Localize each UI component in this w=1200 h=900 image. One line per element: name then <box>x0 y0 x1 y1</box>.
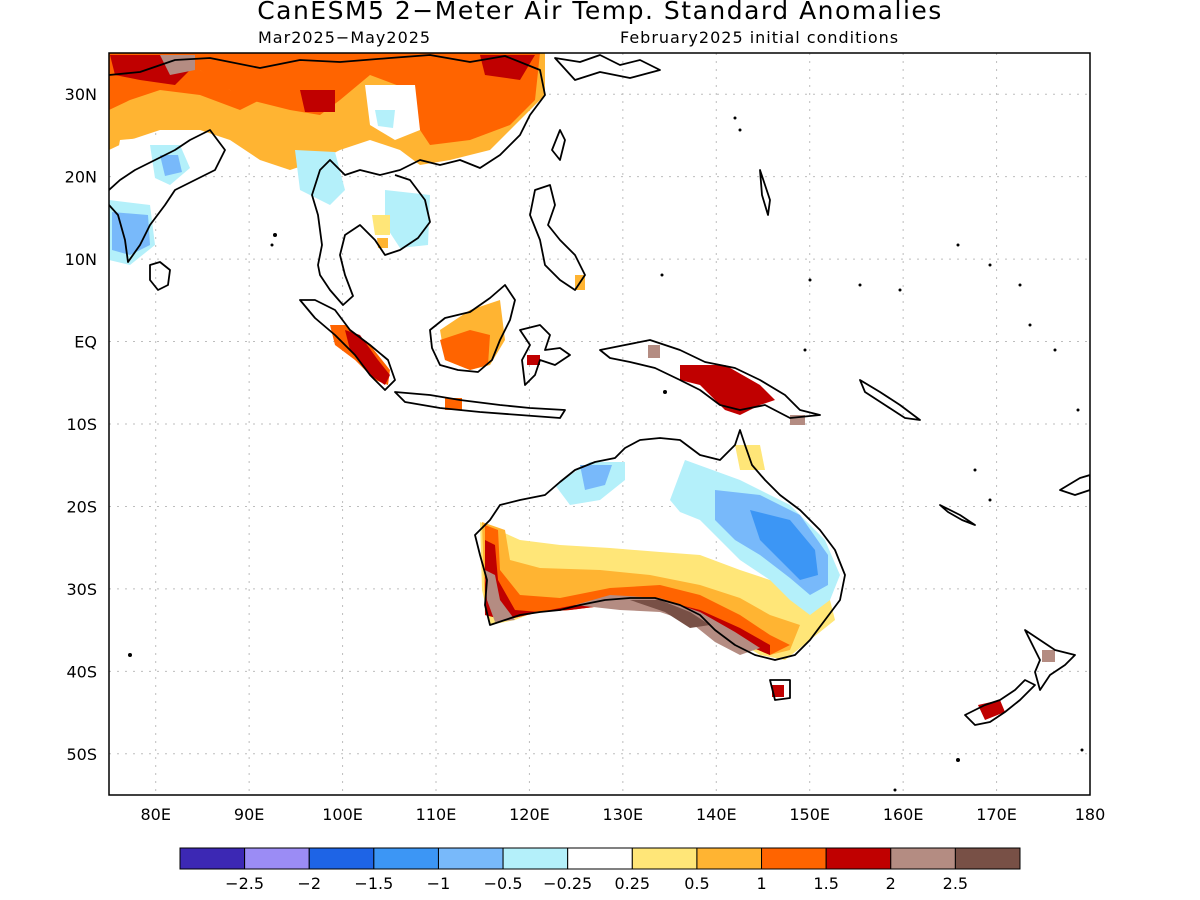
anomaly-shading <box>109 53 1055 720</box>
colorbar-tick-label: 0.5 <box>684 874 709 893</box>
colorbar-swatch <box>308 847 375 870</box>
colorbar <box>179 847 1021 870</box>
lon-tick-label: 150E <box>789 805 830 824</box>
colorbar-tick-label: 2.5 <box>943 874 968 893</box>
colorbar-tick-label: −0.25 <box>543 874 592 893</box>
longitude-labels: 80E 90E 100E 110E 120E 130E 140E 150E 160E 170E 18… <box>140 805 1105 824</box>
colorbar-swatch <box>890 847 956 870</box>
initial-conditions: February2025 initial conditions <box>620 28 900 47</box>
lat-tick-label: 50S <box>66 745 97 764</box>
lat-tick-label: 30N <box>65 85 97 104</box>
lat-tick-label: 20N <box>65 168 97 187</box>
colorbar-tick-label: 2 <box>886 874 896 893</box>
latitude-labels: 30N 20N 10N EQ 10S 20S 30S 40S 50S <box>65 85 97 764</box>
lat-tick-label: 40S <box>66 662 97 681</box>
colorbar-tick-label: −1.5 <box>354 874 393 893</box>
colorbar-swatch <box>179 847 246 870</box>
colorbar-tick-label: 1.5 <box>813 874 838 893</box>
small-islands <box>128 116 1084 792</box>
forecast-period: Mar2025−May2025 <box>258 28 432 47</box>
colorbar-labels: −2.5 −2 −1.5 −1 −0.5 −0.25 0.25 0.5 1 1.5 2 2.5 <box>225 874 968 893</box>
coastlines <box>109 54 1090 726</box>
plot-frame <box>108 52 1091 796</box>
lon-tick-label: 80E <box>140 805 170 824</box>
lat-tick-label: 10S <box>66 415 97 434</box>
colorbar-swatch <box>954 847 1021 870</box>
colorbar-tick-label: −1 <box>427 874 451 893</box>
lon-tick-label: 130E <box>603 805 644 824</box>
colorbar-swatch <box>761 847 827 870</box>
graticule <box>109 53 1090 795</box>
lat-tick-label: 30S <box>66 580 97 599</box>
lon-tick-label: 140E <box>696 805 737 824</box>
colorbar-swatch <box>502 847 569 870</box>
lon-tick-label: 170E <box>976 805 1017 824</box>
colorbar-swatch <box>244 847 310 870</box>
colorbar-swatch <box>631 847 698 870</box>
colorbar-swatch <box>437 847 504 870</box>
colorbar-tick-label: −2 <box>297 874 321 893</box>
lon-tick-label: 110E <box>416 805 457 824</box>
colorbar-swatch <box>825 847 892 870</box>
lat-tick-label: EQ <box>74 333 97 352</box>
colorbar-swatch <box>696 847 763 870</box>
colorbar-tick-label: −2.5 <box>225 874 264 893</box>
colorbar-tick-label: 0.25 <box>614 874 650 893</box>
lon-tick-label: 160E <box>883 805 924 824</box>
colorbar-swatch <box>373 847 439 870</box>
colorbar-tick-label: 1 <box>756 874 766 893</box>
map-title: CanESM5 2−Meter Air Temp. Standard Anoma… <box>257 0 943 25</box>
lat-tick-label: 10N <box>65 250 97 269</box>
colorbar-tick-label: −0.5 <box>484 874 523 893</box>
lon-tick-label: 180 <box>1075 805 1106 824</box>
lon-tick-label: 120E <box>509 805 550 824</box>
colorbar-swatch <box>567 847 633 870</box>
lon-tick-label: 100E <box>322 805 363 824</box>
lon-tick-label: 90E <box>234 805 264 824</box>
lat-tick-label: 20S <box>66 497 97 516</box>
